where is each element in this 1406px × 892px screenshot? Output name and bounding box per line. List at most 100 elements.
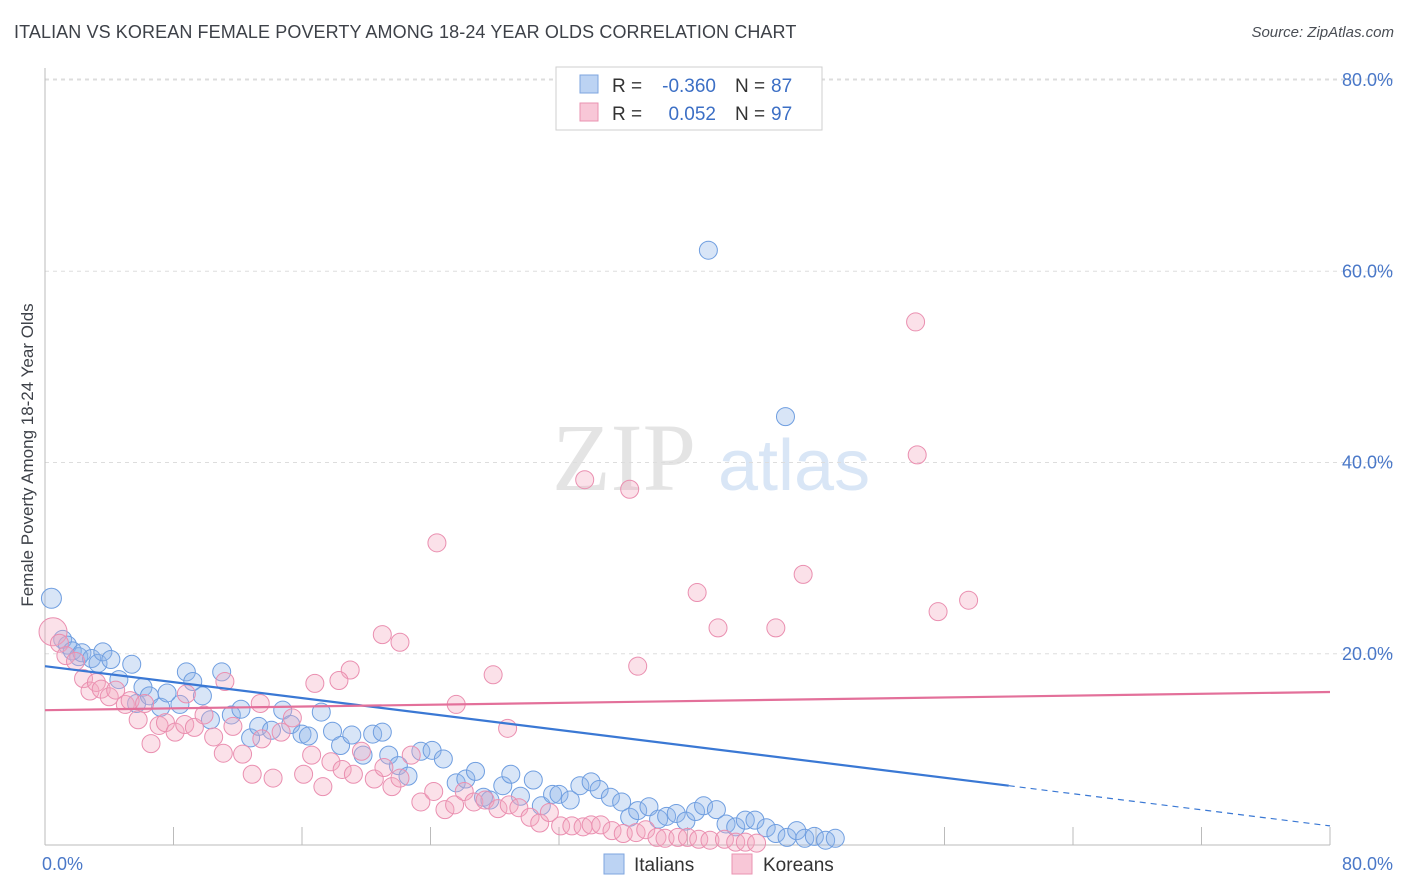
koreans-point-91 — [215, 671, 235, 691]
koreans-point-59 — [591, 815, 611, 835]
italians-point-20 — [192, 686, 212, 706]
koreans-point-4 — [74, 669, 94, 689]
koreans-point-40 — [390, 768, 410, 788]
italians-point-69 — [676, 811, 696, 831]
koreans-point-85 — [628, 656, 648, 676]
koreans-point-32 — [313, 777, 333, 797]
koreans-point-74 — [427, 533, 447, 553]
koreans-point-35 — [343, 764, 363, 784]
koreans-point-1 — [49, 633, 69, 653]
italians-point-16 — [157, 683, 177, 703]
koreans-point-7 — [91, 679, 111, 699]
italians-point-39 — [379, 745, 399, 765]
italians-point-76 — [745, 810, 765, 830]
y-tick-label-2: 60.0% — [1342, 261, 1393, 281]
chart-source: Source: ZipAtlas.com — [1251, 24, 1394, 41]
italians-point-75 — [735, 810, 755, 830]
koreans-point-82 — [907, 445, 927, 465]
italians-point-86 — [775, 407, 795, 427]
y-tick-label-3: 80.0% — [1342, 70, 1393, 90]
koreans-point-52 — [520, 807, 540, 827]
italians-point-50 — [493, 776, 513, 796]
italians-point-26 — [249, 716, 269, 736]
italians-point-38 — [372, 722, 392, 742]
italians-point-85 — [698, 240, 718, 260]
koreans-point-46 — [454, 781, 474, 801]
italians-point-40 — [388, 756, 408, 776]
koreans-point-69 — [700, 830, 720, 850]
stats-r-label-italians: R = — [612, 76, 642, 97]
koreans-point-55 — [551, 816, 571, 836]
legend: Italians Koreans — [603, 853, 834, 876]
italians-point-29 — [281, 715, 301, 735]
italians-point-18 — [176, 662, 196, 682]
koreans-point-0 — [38, 617, 68, 647]
koreans-point-28 — [271, 722, 291, 742]
italians-point-56 — [549, 784, 569, 804]
koreans-point-16 — [155, 713, 175, 733]
koreans-point-41 — [401, 745, 421, 765]
koreans-point-87 — [372, 625, 392, 645]
italians-point-74 — [726, 817, 746, 837]
italians-point-71 — [694, 796, 714, 816]
italians-point-72 — [706, 800, 726, 820]
watermark-atlas: atlas — [718, 426, 870, 506]
koreans-point-66 — [668, 827, 688, 847]
koreans-point-31 — [302, 745, 322, 765]
italians-point-11 — [122, 654, 142, 674]
koreans-point-60 — [602, 821, 622, 841]
koreans-point-70 — [714, 829, 734, 849]
koreans-trend-line — [44, 690, 1331, 712]
stats-n-value-italians: 87 — [771, 76, 792, 97]
koreans-point-49 — [488, 799, 508, 819]
italians-point-0 — [40, 587, 62, 609]
x-tick-label-start: 0.0% — [42, 854, 83, 874]
koreans-point-17 — [165, 722, 185, 742]
koreans-point-71 — [726, 832, 746, 852]
italians-point-62 — [612, 792, 632, 812]
koreans-point-24 — [233, 744, 253, 764]
italians-point-68 — [666, 803, 686, 823]
italians-point-37 — [363, 724, 383, 744]
stats-n-label-italians: N = — [735, 76, 765, 97]
koreans-point-22 — [213, 743, 233, 763]
koreans-point-80 — [793, 564, 813, 584]
koreans-point-75 — [575, 470, 595, 490]
italians-point-53 — [523, 770, 543, 790]
stats-n-value-koreans: 97 — [771, 104, 792, 125]
stats-r-label-koreans: R = — [612, 104, 642, 125]
y-axis-title: Female Poverty Among 18-24 Year Olds — [18, 303, 37, 606]
trend-lines — [44, 665, 1331, 827]
italians-point-46 — [456, 769, 476, 789]
koreans-point-93 — [305, 673, 325, 693]
koreans-point-30 — [294, 764, 314, 784]
italians-point-81 — [795, 828, 815, 848]
koreans-point-21 — [204, 727, 224, 747]
italians-point-32 — [311, 702, 331, 722]
koreans-point-36 — [351, 741, 371, 761]
koreans-point-94 — [329, 671, 349, 691]
koreans-point-42 — [411, 792, 431, 812]
italians-point-47 — [465, 761, 485, 781]
italians-point-9 — [101, 649, 121, 669]
stats-r-value-koreans: 0.052 — [668, 104, 716, 125]
koreans-point-12 — [128, 710, 148, 730]
italians-point-24 — [231, 699, 251, 719]
koreans-point-44 — [435, 800, 455, 820]
koreans-point-73 — [747, 833, 767, 853]
italians-point-58 — [570, 776, 590, 796]
koreans-point-3 — [66, 651, 86, 671]
koreans-point-25 — [242, 764, 262, 784]
italians-point-55 — [543, 784, 563, 804]
chart-title: ITALIAN VS KOREAN FEMALE POVERTY AMONG 1… — [14, 22, 797, 42]
koreans-point-9 — [106, 680, 126, 700]
axes — [44, 68, 1331, 846]
koreans-point-86 — [483, 665, 503, 685]
koreans-point-90 — [176, 684, 196, 704]
italians-point-84 — [825, 828, 845, 848]
legend-label-koreans: Koreans — [763, 855, 834, 876]
italians-point-41 — [398, 766, 418, 786]
italians-point-30 — [292, 724, 312, 744]
koreans-point-79 — [766, 618, 786, 638]
